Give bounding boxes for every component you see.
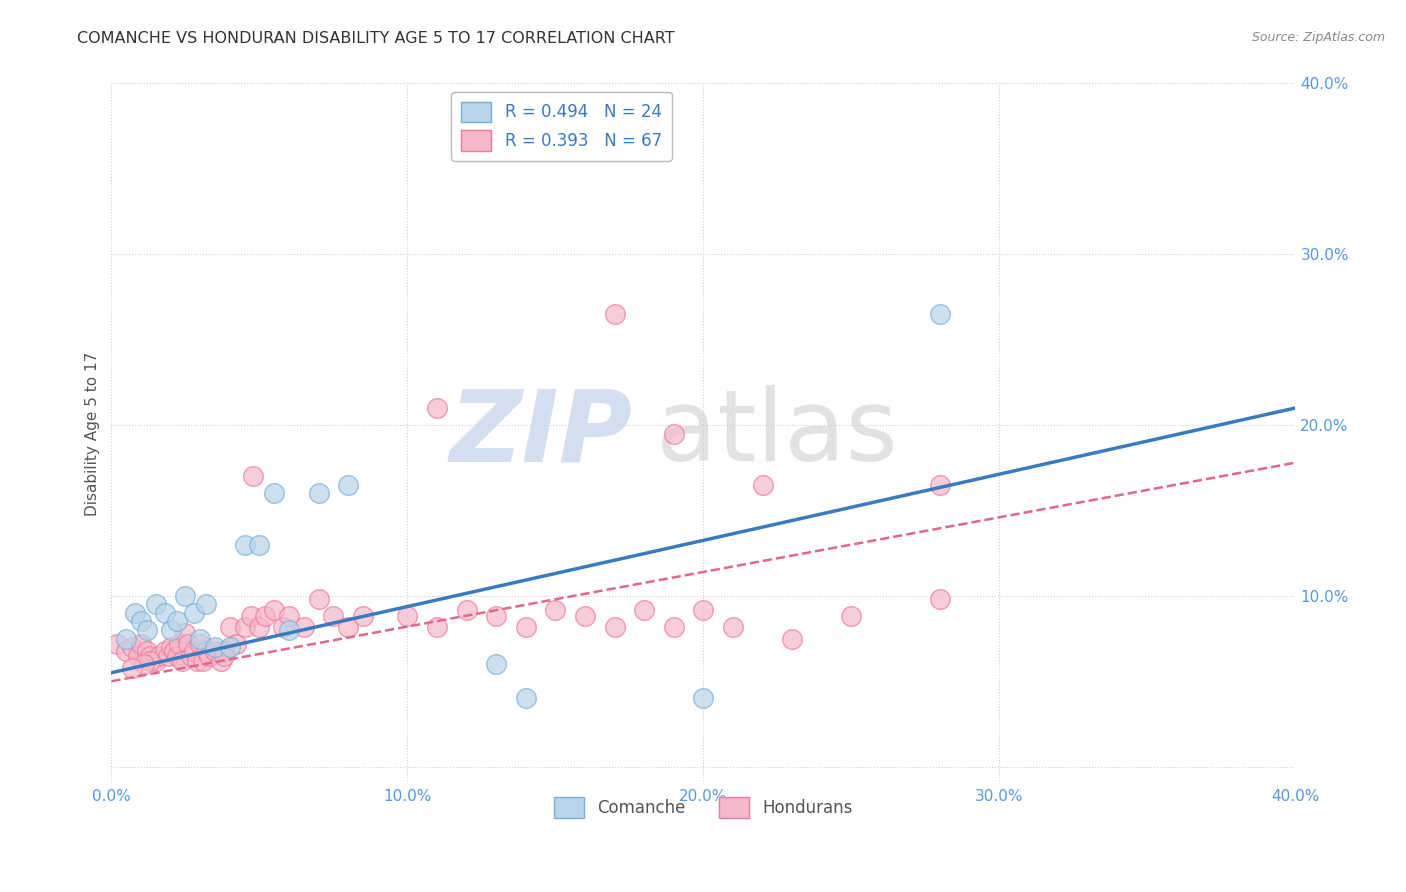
Point bbox=[132, 657, 155, 672]
Point bbox=[485, 657, 508, 672]
Y-axis label: Disability Age 5 to 17: Disability Age 5 to 17 bbox=[86, 351, 100, 516]
Point bbox=[183, 606, 205, 620]
Point bbox=[218, 640, 240, 654]
Point bbox=[159, 640, 181, 654]
Point bbox=[156, 648, 179, 663]
Point bbox=[233, 619, 256, 633]
Point bbox=[195, 643, 218, 657]
Point bbox=[308, 592, 330, 607]
Point bbox=[485, 609, 508, 624]
Point bbox=[121, 660, 143, 674]
Point bbox=[352, 609, 374, 624]
Point bbox=[574, 609, 596, 624]
Point bbox=[195, 598, 218, 612]
Point bbox=[242, 469, 264, 483]
Point bbox=[515, 691, 537, 706]
Point bbox=[129, 615, 152, 629]
Point bbox=[337, 619, 360, 633]
Point bbox=[396, 609, 419, 624]
Point bbox=[136, 643, 159, 657]
Point bbox=[292, 619, 315, 633]
Point bbox=[212, 648, 235, 663]
Point bbox=[186, 654, 208, 668]
Point bbox=[322, 609, 344, 624]
Point bbox=[124, 606, 146, 620]
Point bbox=[139, 654, 162, 668]
Point bbox=[153, 643, 176, 657]
Point bbox=[193, 654, 215, 668]
Point bbox=[692, 691, 714, 706]
Point bbox=[139, 648, 162, 663]
Point bbox=[721, 619, 744, 633]
Point bbox=[515, 619, 537, 633]
Point bbox=[751, 478, 773, 492]
Point bbox=[121, 640, 143, 654]
Point bbox=[159, 623, 181, 637]
Point bbox=[115, 643, 138, 657]
Point bbox=[218, 619, 240, 633]
Point bbox=[254, 609, 277, 624]
Point bbox=[183, 643, 205, 657]
Point bbox=[263, 486, 285, 500]
Point bbox=[145, 598, 167, 612]
Point bbox=[204, 640, 226, 654]
Point bbox=[308, 486, 330, 500]
Point bbox=[148, 648, 170, 663]
Point bbox=[249, 619, 271, 633]
Text: Source: ZipAtlas.com: Source: ZipAtlas.com bbox=[1251, 31, 1385, 45]
Point bbox=[603, 307, 626, 321]
Point bbox=[188, 632, 211, 646]
Text: atlas: atlas bbox=[657, 385, 897, 482]
Point bbox=[780, 632, 803, 646]
Point bbox=[105, 637, 128, 651]
Point bbox=[603, 619, 626, 633]
Point bbox=[180, 648, 202, 663]
Point bbox=[337, 478, 360, 492]
Point bbox=[166, 648, 188, 663]
Point bbox=[692, 602, 714, 616]
Point bbox=[662, 619, 685, 633]
Point bbox=[841, 609, 863, 624]
Point bbox=[278, 609, 301, 624]
Point bbox=[249, 538, 271, 552]
Point bbox=[426, 619, 449, 633]
Point bbox=[188, 637, 211, 651]
Point bbox=[129, 637, 152, 651]
Point bbox=[929, 592, 952, 607]
Text: ZIP: ZIP bbox=[450, 385, 633, 482]
Point bbox=[263, 602, 285, 616]
Text: COMANCHE VS HONDURAN DISABILITY AGE 5 TO 17 CORRELATION CHART: COMANCHE VS HONDURAN DISABILITY AGE 5 TO… bbox=[77, 31, 675, 46]
Point bbox=[153, 606, 176, 620]
Point bbox=[544, 602, 567, 616]
Point bbox=[456, 602, 478, 616]
Point bbox=[225, 637, 247, 651]
Point bbox=[169, 637, 191, 651]
Point bbox=[127, 648, 149, 663]
Point bbox=[198, 648, 221, 663]
Point bbox=[177, 637, 200, 651]
Point bbox=[233, 538, 256, 552]
Point bbox=[633, 602, 655, 616]
Point bbox=[929, 307, 952, 321]
Point bbox=[166, 615, 188, 629]
Point bbox=[929, 478, 952, 492]
Point bbox=[172, 654, 194, 668]
Point bbox=[278, 623, 301, 637]
Point bbox=[209, 654, 232, 668]
Point bbox=[136, 623, 159, 637]
Point bbox=[271, 619, 294, 633]
Point bbox=[115, 632, 138, 646]
Point bbox=[204, 643, 226, 657]
Point bbox=[662, 426, 685, 441]
Point bbox=[212, 643, 235, 657]
Point bbox=[174, 626, 197, 640]
Point bbox=[162, 643, 184, 657]
Point bbox=[145, 654, 167, 668]
Point bbox=[174, 589, 197, 603]
Point bbox=[426, 401, 449, 415]
Point bbox=[239, 609, 262, 624]
Legend: Comanche, Hondurans: Comanche, Hondurans bbox=[547, 790, 859, 824]
